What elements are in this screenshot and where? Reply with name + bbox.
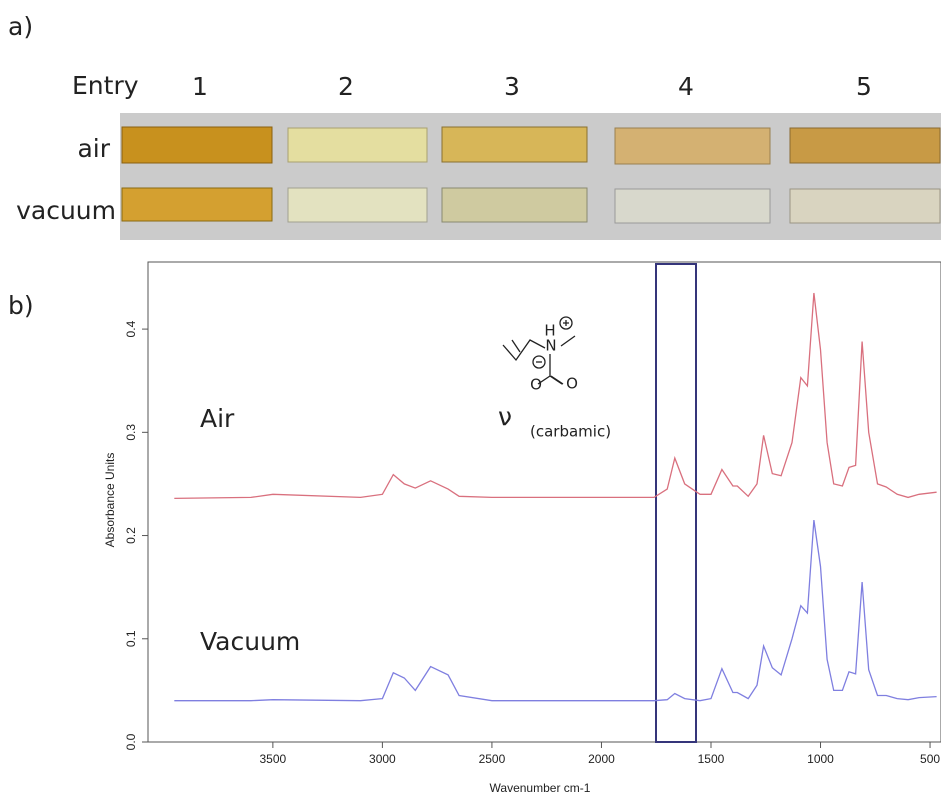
y-axis-label: Absorbance Units bbox=[103, 453, 117, 548]
y-tick-label: 0.4 bbox=[124, 320, 138, 337]
annotation: Vacuum bbox=[200, 627, 300, 656]
plot-frame bbox=[147, 261, 941, 743]
x-tick-label: 2000 bbox=[588, 752, 615, 766]
x-tick-label: 1500 bbox=[698, 752, 725, 766]
x-tick-label: 3000 bbox=[369, 752, 396, 766]
entry-label: 1 bbox=[192, 72, 208, 101]
entry-label: 5 bbox=[856, 72, 872, 101]
x-tick-label: 1000 bbox=[807, 752, 834, 766]
atom: H bbox=[544, 322, 555, 340]
row-label: vacuum bbox=[16, 196, 116, 225]
atom: N bbox=[545, 337, 556, 355]
atom: O bbox=[530, 376, 542, 394]
y-tick-label: 0.1 bbox=[124, 630, 138, 647]
highlight-box bbox=[655, 263, 697, 743]
spectrum-line bbox=[174, 292, 937, 500]
photo bbox=[120, 113, 941, 240]
y-tick-label: 0.0 bbox=[124, 733, 138, 750]
annotation: (carbamic) bbox=[530, 423, 611, 441]
y-tick-label: 0.2 bbox=[124, 527, 138, 544]
entry-label: 2 bbox=[338, 72, 354, 101]
entry-label: 3 bbox=[504, 72, 520, 101]
annotation: ν bbox=[498, 402, 512, 431]
row-label: air bbox=[77, 134, 110, 163]
spectrum-line bbox=[174, 520, 937, 702]
row-header: Entry bbox=[72, 71, 139, 100]
y-tick-label: 0.3 bbox=[124, 424, 138, 441]
atom: O bbox=[566, 375, 578, 393]
panel-label: a) bbox=[8, 12, 33, 41]
x-axis-label: Wavenumber cm-1 bbox=[490, 781, 591, 795]
annotation: Air bbox=[200, 404, 235, 433]
x-tick-label: 2500 bbox=[479, 752, 506, 766]
structure bbox=[502, 316, 576, 385]
x-tick-label: 3500 bbox=[260, 752, 287, 766]
panel-label: b) bbox=[8, 291, 34, 320]
entry-label: 4 bbox=[678, 72, 694, 101]
x-tick-label: 500 bbox=[920, 752, 940, 766]
